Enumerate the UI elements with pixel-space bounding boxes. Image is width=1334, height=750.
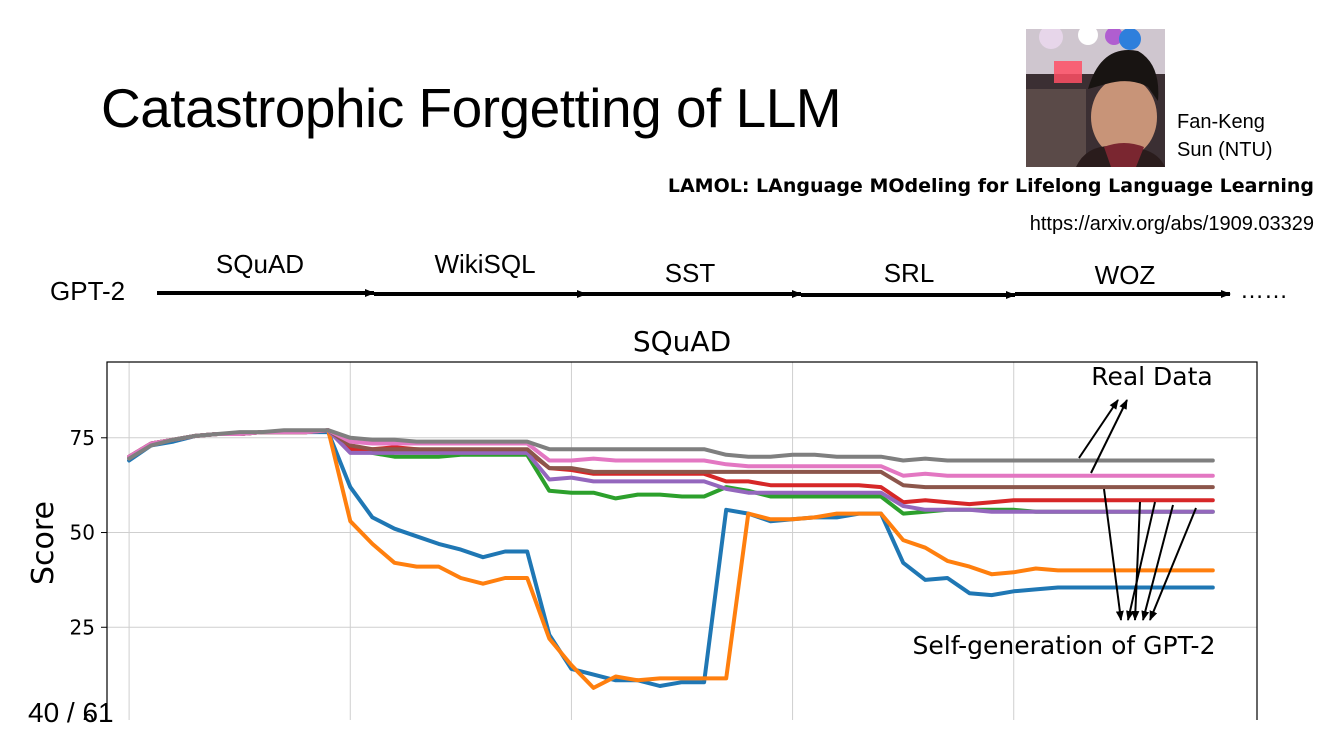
- page-number: 40 / 61: [28, 697, 114, 728]
- y-tick-label: 75: [70, 426, 95, 450]
- author-name: Fan-Keng Sun (NTU): [1177, 108, 1273, 164]
- annotation-arrow: [1149, 507, 1197, 621]
- real-data-annotation: Real Data: [1091, 362, 1213, 391]
- pipeline-start-label: GPT-2: [50, 276, 125, 306]
- series-line-8: [127, 428, 1215, 463]
- plot-frame: [106, 361, 1258, 720]
- annotation-arrow: [1126, 501, 1156, 621]
- y-tick-label: 25: [70, 615, 95, 639]
- pipeline-stage-label: SRL: [884, 258, 935, 288]
- chart-title: SQuAD: [633, 325, 731, 358]
- pipeline-stage-label: WOZ: [1095, 260, 1156, 290]
- annotation-arrow: [1078, 399, 1119, 459]
- annotation-arrow: [1141, 504, 1174, 621]
- author-photo: [1026, 29, 1165, 167]
- author-name-line-1: Fan-Keng: [1177, 111, 1265, 133]
- annotation-arrow: [1131, 501, 1141, 621]
- y-tick-label: 0: [82, 710, 95, 720]
- series-line-4: [127, 428, 1215, 507]
- pipeline-stage-label: SQuAD: [216, 249, 304, 279]
- annotation-arrow: [1090, 399, 1128, 474]
- squad-line-chart: SQuAD 0 25 50 75 Score Real Data Self-gener…: [26, 325, 1258, 720]
- self-generation-annotation: Self-generation of GPT-2: [913, 631, 1216, 660]
- y-tick-label: 50: [70, 521, 95, 545]
- pipeline-stage-label: SST: [665, 258, 716, 288]
- paper-url[interactable]: https://arxiv.org/abs/1909.03329: [1029, 213, 1314, 235]
- pipeline-ellipsis: ……: [1240, 277, 1288, 304]
- y-axis-label: Score: [26, 501, 61, 585]
- slide-title: Catastrophic Forgetting of LLM: [101, 77, 842, 139]
- series-line-7: [127, 428, 1215, 478]
- annotation-arrow: [1103, 488, 1124, 621]
- author-name-line-2: Sun (NTU): [1177, 139, 1273, 161]
- task-pipeline: GPT-2 SQuAD WikiSQL SST SRL WOZ ……: [50, 249, 1288, 306]
- paper-title: LAMOL: LAnguage MOdeling for Lifelong La…: [667, 175, 1314, 197]
- pipeline-stage-label: WikiSQL: [434, 249, 535, 279]
